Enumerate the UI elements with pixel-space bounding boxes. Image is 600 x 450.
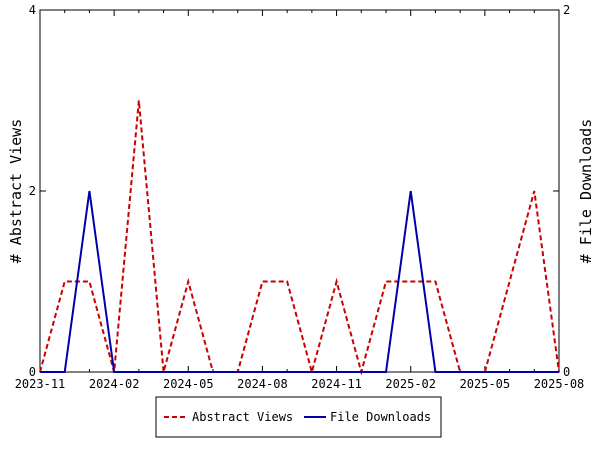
y-tick-label-right: 0 [563,365,570,379]
plot-area [39,9,560,373]
x-tick-label: 2025-05 [460,377,511,391]
y-tick-label-left: 0 [29,365,36,379]
y-tick-label-left: 2 [29,184,36,198]
series-layer [39,100,560,376]
x-axis-ticks: 2023-11 2024-02 2024-05 2024-08 2024-11 2025-… [15,10,585,391]
y-axis-ticks: 0 2 4 0 2 [29,3,570,379]
x-tick-label: 2024-02 [89,377,140,391]
x-tick-label: 2025-02 [385,377,436,391]
legend-label-abstract-views: Abstract Views [192,410,293,424]
x-tick-label: 2024-08 [237,377,288,391]
right-axis-title: # File Downloads [577,119,595,264]
x-tick-label: 2023-11 [15,377,66,391]
x-tick-label: 2024-11 [311,377,362,391]
series-line-file-downloads [40,190,559,373]
left-axis-title: # Abstract Views [7,119,25,264]
y-tick-label-right: 2 [563,3,570,17]
y-tick-label-left: 4 [29,3,36,17]
legend-label-file-downloads: File Downloads [330,410,431,424]
legend-box [155,396,442,438]
x-tick-label: 2024-05 [163,377,214,391]
legend: Abstract Views File Downloads [155,396,442,438]
x-tick-label: 2025-08 [534,377,585,391]
